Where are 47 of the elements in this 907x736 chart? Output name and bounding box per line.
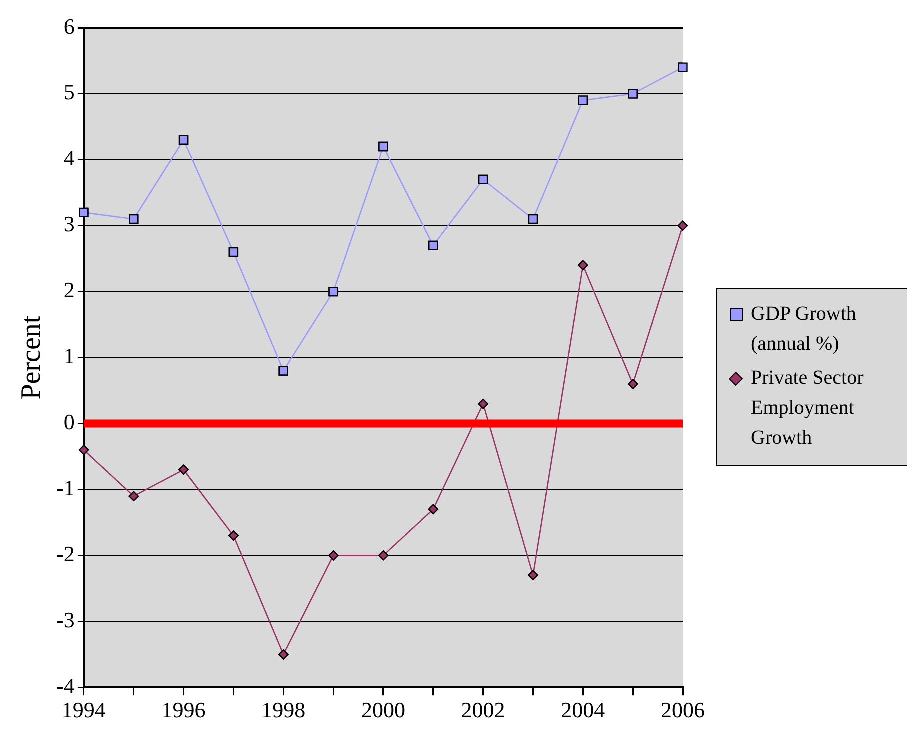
y-tick-label: -4 [56,673,75,698]
point [628,379,638,390]
point [428,504,438,515]
y-tick-label: 0 [64,410,75,435]
point [578,96,588,106]
point [228,247,239,258]
y-tick-label: 1 [64,344,75,369]
point [79,208,89,218]
y-tick-label: 6 [64,14,75,39]
point [129,214,139,224]
y-tick-label: 4 [64,146,75,171]
point [378,142,388,152]
point [278,650,289,660]
x-tick-label: 1996 [162,698,206,723]
y-tick-label: 3 [64,212,75,237]
point [478,398,488,410]
point [528,570,538,581]
x-tick-label: 2006 [661,698,705,723]
x-tick-label: 2000 [361,698,406,723]
point [128,491,139,502]
point [178,135,189,145]
x-tick-label: 1998 [262,698,306,723]
point [678,220,688,231]
x-tick-label: 1994 [62,698,106,723]
point [278,366,288,376]
point [528,214,538,224]
point [578,260,588,271]
x-tick-label: 2002 [461,698,506,723]
point [178,464,189,476]
y-tick-label: -2 [56,541,75,566]
point [628,89,638,99]
x-tick-label: 2004 [561,698,606,723]
point [328,287,338,297]
point [428,240,438,251]
point [228,530,239,541]
y-axis-title: Percent [16,316,48,400]
y-tick-label: 5 [64,80,75,105]
legend-label: GDP Growth (annual %) [751,302,858,357]
point [328,550,339,561]
y-tick-label: 2 [64,278,75,303]
y-tick-label: -1 [56,476,75,500]
point [678,62,688,72]
y-tick-label: -3 [56,607,75,632]
point [78,445,90,456]
point [478,174,488,185]
point [378,550,389,561]
legend-label: Private Sector Employment Growth [751,366,865,451]
